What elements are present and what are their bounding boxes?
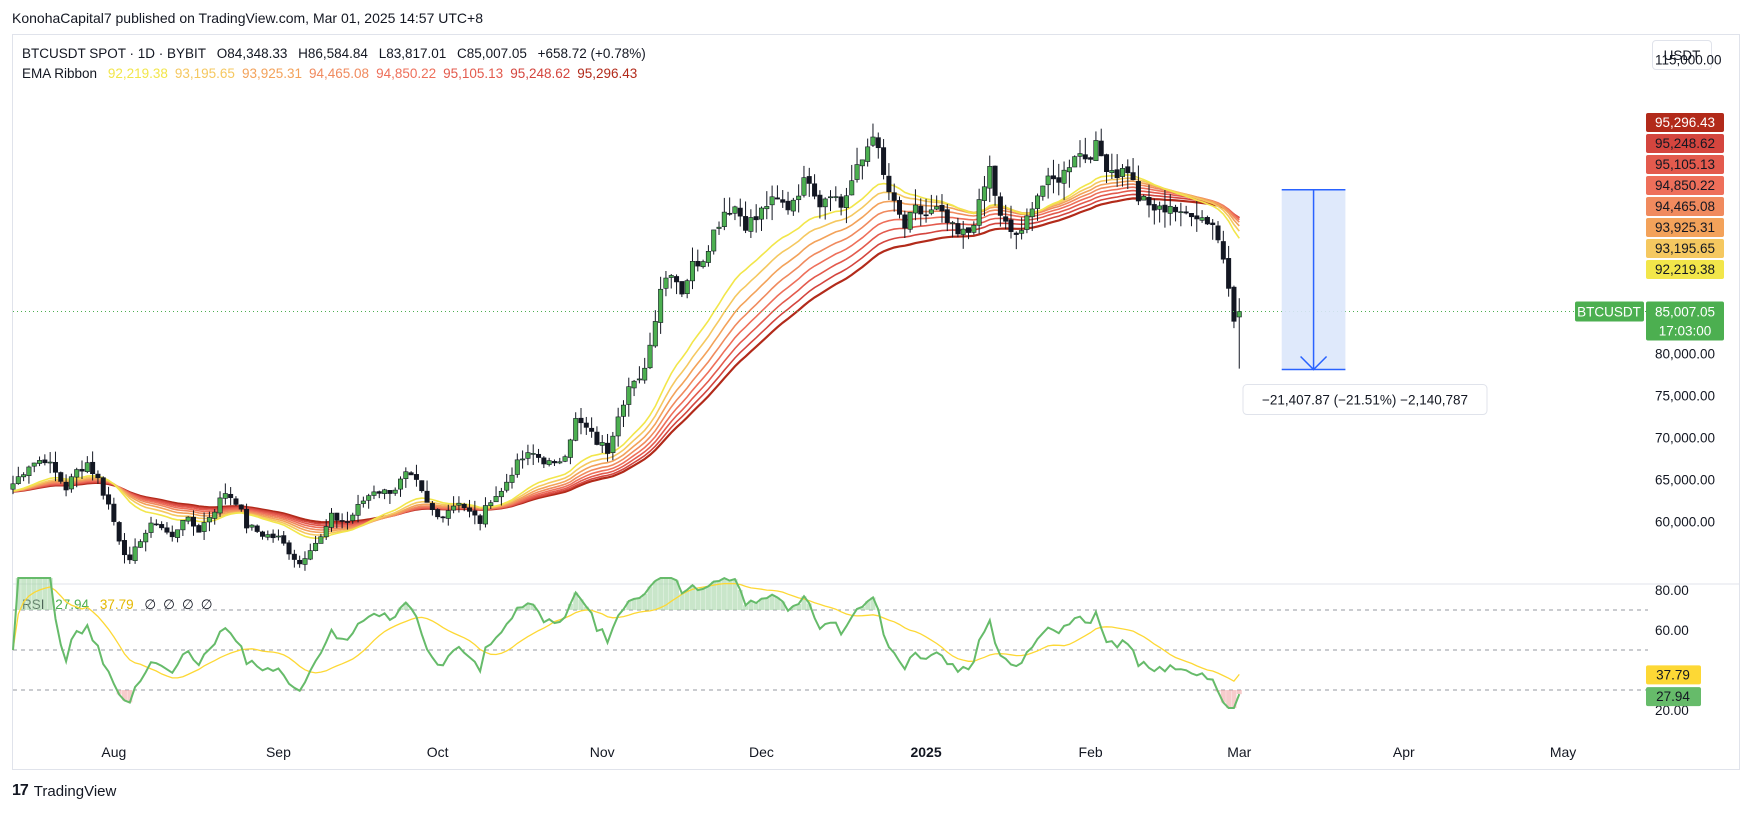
footer-brand: TradingView [33,782,117,800]
ema-ribbon-title[interactable]: EMA Ribbon [22,66,98,81]
ohlc-low: L83,817.01 [378,46,447,61]
chart-frame [12,34,1740,770]
ema-value-6: 95,105.13 [443,66,504,81]
symbol-header: BTCUSDT SPOT · 1D · BYBIT O84,348.33 H86… [22,46,653,61]
rsi-extra-values: ∅ ∅ ∅ ∅ [144,597,219,612]
rsi-ma-value: 37.79 [99,597,134,612]
ema-ribbon-values: 92,219.38 93,195.65 93,925.31 94,465.08 94,8… [108,66,645,81]
ema-value-1: 92,219.38 [107,66,168,81]
symbol-title[interactable]: BTCUSDT SPOT · 1D · BYBIT [22,46,207,61]
rsi-title[interactable]: RSI [22,597,45,612]
publish-line: KonohaCapital7 published on TradingView.… [12,10,483,26]
rsi-extra-4: ∅ [200,597,213,612]
rsi-extra-3: ∅ [181,597,194,612]
ema-value-4: 94,465.08 [309,66,370,81]
ema-value-2: 93,195.65 [174,66,235,81]
rsi-extra-1: ∅ [144,597,157,612]
ema-value-3: 93,925.31 [241,66,302,81]
rsi-extra-2: ∅ [163,597,175,612]
price-change: +658.72 (+0.78%) [537,46,646,61]
ohlc-high: H86,584.84 [298,46,368,61]
ema-value-7: 95,248.62 [510,66,571,81]
ema-value-5: 94,850.22 [376,66,437,81]
rsi-value: 27.94 [55,597,90,612]
ema-value-8: 95,296.43 [577,66,638,81]
tradingview-logo-icon: 17 [12,782,29,799]
ohlc-close: C85,007.05 [457,46,527,61]
tradingview-footer[interactable]: 17 TradingView [12,782,116,800]
rsi-legend: RSI 27.94 37.79 ∅ ∅ ∅ ∅ [22,597,226,613]
currency-button[interactable]: USDT [1652,40,1712,70]
ohlc-open: O84,348.33 [216,46,288,61]
ema-ribbon-legend: EMA Ribbon 92,219.38 93,195.65 93,925.31 94… [22,66,651,81]
